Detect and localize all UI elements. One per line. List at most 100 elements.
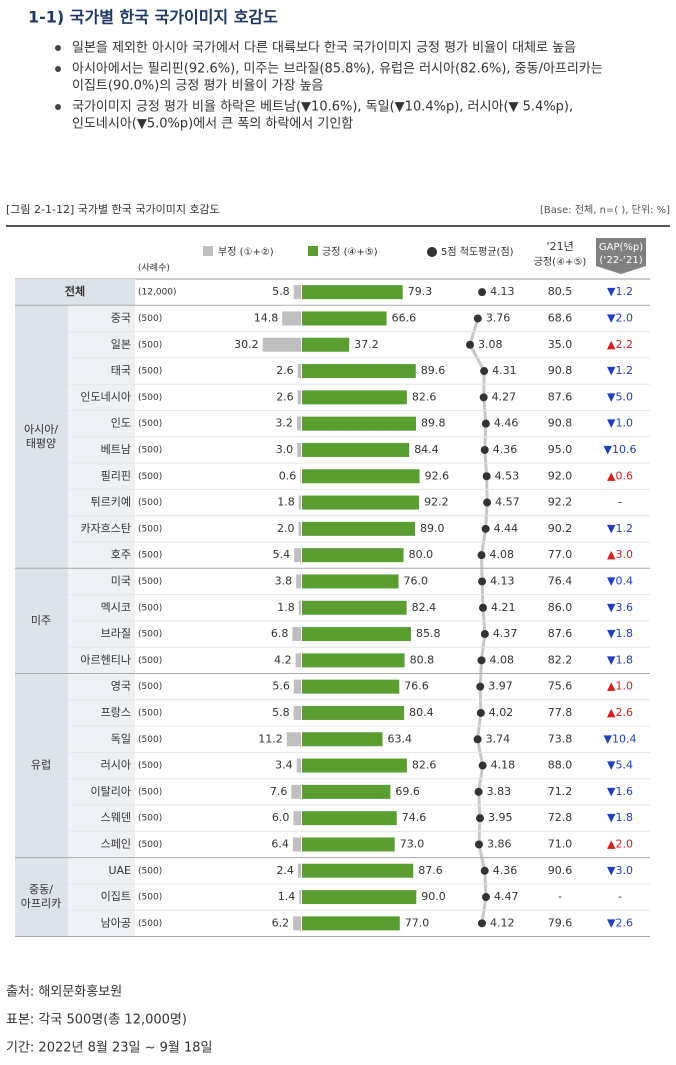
gap-cell: ▼1.6 xyxy=(607,785,633,798)
row-label: 튀르키예 xyxy=(91,496,131,509)
row-label: 이탈리아 xyxy=(91,785,131,798)
gap-cell: ▲2.2 xyxy=(607,338,633,351)
row-label: 인도 xyxy=(111,417,131,430)
prev-cell: 80.5 xyxy=(548,285,573,298)
prev-cell: 79.6 xyxy=(548,916,573,929)
pos-label: 63.4 xyxy=(388,732,413,745)
figure-caption: [그림 2-1-12] 국가별 한국 국가이미지 호감도 xyxy=(6,203,220,216)
neg-bar xyxy=(262,337,301,352)
bullet-text: 아시아에서는 필리핀(92.6%), 미주는 브라질(85.8%), 유럽은 러… xyxy=(72,62,603,77)
gap-header-box xyxy=(596,238,646,274)
gap-cell: ▼10.4 xyxy=(604,732,637,745)
neg-label: 11.2 xyxy=(258,732,283,745)
mean-label: 4.02 xyxy=(489,706,514,719)
row-label: 러시아 xyxy=(101,759,131,772)
group-label: 유럽 xyxy=(31,758,51,772)
pos-bar xyxy=(302,784,391,799)
neg-bar xyxy=(298,521,301,536)
bullet-text: 이집트(90.0%)의 긍정 평가 비율이 가장 높음 xyxy=(72,79,324,94)
gap-cell: ▼3.0 xyxy=(607,864,633,877)
gap-cell: - xyxy=(618,890,622,903)
neg-bar xyxy=(298,600,301,615)
row-label: 중국 xyxy=(111,311,131,324)
bullet-dot xyxy=(55,104,61,110)
prev-cell: 71.0 xyxy=(548,837,573,850)
neg-label: 2.4 xyxy=(276,864,294,877)
neg-bar xyxy=(295,653,301,668)
gap-cell: ▼1.8 xyxy=(607,653,633,666)
neg-bar xyxy=(293,811,301,826)
neg-label: 14.8 xyxy=(254,311,279,324)
mean-dot xyxy=(474,787,483,796)
prev-cell: 90.8 xyxy=(548,364,573,377)
prev-cell: 68.6 xyxy=(548,311,573,324)
mean-label: 4.08 xyxy=(490,653,515,666)
pos-bar xyxy=(302,758,407,773)
prev-cell: 92.0 xyxy=(548,469,573,482)
mean-label: 4.27 xyxy=(492,390,517,403)
footer-line: 기간: 2022년 8월 23일 ~ 9월 18일 xyxy=(6,1041,213,1056)
legend-neg-swatch xyxy=(203,246,213,256)
gap-cell: ▼3.6 xyxy=(607,601,633,614)
mean-dot xyxy=(480,445,489,454)
pos-label: 80.4 xyxy=(409,706,434,719)
gap-cell: ▼1.2 xyxy=(607,364,633,377)
prev-cell: 72.8 xyxy=(548,811,573,824)
pos-label: 85.8 xyxy=(416,627,441,640)
row-header-bg xyxy=(68,279,135,937)
gap-cell: ▲3.0 xyxy=(607,548,633,561)
n-cell: (500) xyxy=(138,314,162,324)
row-label: 이집트 xyxy=(101,890,131,903)
row-label: 태국 xyxy=(111,364,131,377)
row-label: 카자흐스탄 xyxy=(80,522,131,535)
neg-bar xyxy=(292,627,301,642)
bullet-text: 일본을 제외한 아시아 국가에서 다른 대륙보다 한국 국가이미지 긍정 평가 … xyxy=(72,41,576,56)
bullet-text: 인도네시아(▼5.0%p)에서 큰 폭의 하락에서 기인함 xyxy=(72,117,353,132)
mean-label: 4.08 xyxy=(490,548,515,561)
neg-label: 2.6 xyxy=(276,364,294,377)
n-cell: (500) xyxy=(138,866,162,876)
neg-bar xyxy=(293,285,301,300)
row-label: 아르헨티나 xyxy=(80,653,131,666)
mean-label: 4.13 xyxy=(490,574,515,587)
gap-cell: ▼5.0 xyxy=(607,390,633,403)
n-cell: (500) xyxy=(138,919,162,929)
neg-label: 3.0 xyxy=(276,443,294,456)
pos-bar xyxy=(302,916,400,931)
group-label: 태평양 xyxy=(26,437,56,450)
mean-label: 4.18 xyxy=(491,759,516,772)
pos-label: 66.6 xyxy=(392,311,417,324)
mean-label: 3.08 xyxy=(478,338,503,351)
neg-bar xyxy=(297,442,301,457)
prev-cell: - xyxy=(558,890,562,903)
mean-label: 3.95 xyxy=(488,811,513,824)
mean-dot xyxy=(477,919,486,928)
prev-cell: 77.0 xyxy=(548,548,573,561)
pos-label: 87.6 xyxy=(418,864,443,877)
pos-bar xyxy=(302,574,399,589)
n-cell: (500) xyxy=(138,551,162,561)
prev-cell: 90.2 xyxy=(548,522,573,535)
mean-dot xyxy=(481,893,490,902)
mean-label: 4.31 xyxy=(492,364,517,377)
pos-label: 82.6 xyxy=(412,759,437,772)
mean-label: 4.13 xyxy=(490,285,515,298)
n-cell: (500) xyxy=(138,656,162,666)
pos-bar xyxy=(302,495,420,510)
prev-cell: 90.6 xyxy=(548,864,573,877)
pos-bar xyxy=(302,416,417,431)
mean-label: 3.76 xyxy=(486,311,511,324)
n-cell: (500) xyxy=(138,814,162,824)
pos-bar xyxy=(302,469,420,484)
row-label: 멕시코 xyxy=(101,601,131,614)
prev-cell: 35.0 xyxy=(548,338,573,351)
neg-bar xyxy=(296,416,301,431)
n-cell: (500) xyxy=(138,682,162,692)
title: 1-1) 국가별 한국 국가이미지 호감도 xyxy=(28,8,278,27)
pos-bar xyxy=(302,627,411,642)
n-cell: (500) xyxy=(138,893,162,903)
n-cell: (500) xyxy=(138,367,162,377)
gap-cell: ▲1.0 xyxy=(607,680,633,693)
neg-label: 5.8 xyxy=(272,285,290,298)
pos-label: 80.8 xyxy=(410,653,435,666)
